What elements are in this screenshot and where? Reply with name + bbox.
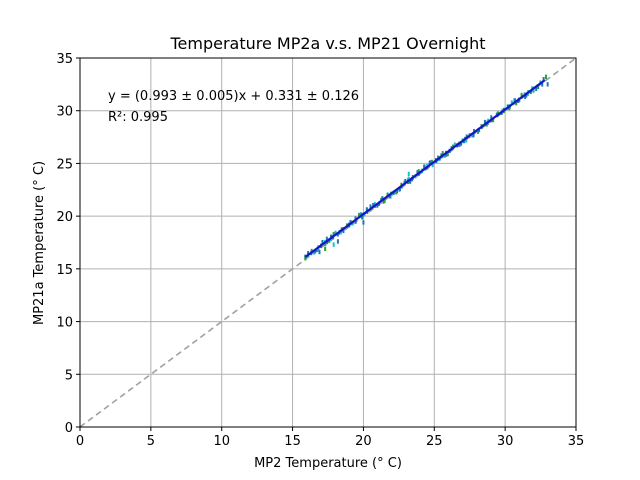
data-point xyxy=(365,207,368,212)
data-point xyxy=(407,171,410,177)
y-tick-label: 25 xyxy=(56,157,73,172)
x-axis-label: MP2 Temperature (° C) xyxy=(254,456,402,471)
x-tick-label: 20 xyxy=(355,434,372,449)
y-tick-label: 10 xyxy=(56,316,73,331)
data-point xyxy=(324,246,327,252)
fit-line xyxy=(304,79,546,258)
data-point xyxy=(398,186,401,192)
y-tick-label: 0 xyxy=(65,421,73,436)
x-tick-label: 30 xyxy=(497,434,514,449)
data-point xyxy=(332,231,335,237)
data-point xyxy=(446,151,449,157)
data-point xyxy=(545,74,548,80)
data-point xyxy=(334,230,337,236)
data-point xyxy=(520,92,523,98)
x-tick-label: 25 xyxy=(426,434,443,449)
data-point xyxy=(354,219,357,224)
data-point xyxy=(490,115,493,120)
y-tick-label: 35 xyxy=(56,52,73,67)
x-tick-label: 10 xyxy=(213,434,230,449)
data-point xyxy=(535,86,538,92)
y-axis-ticks: 0 5 10 15 20 25 30 35 xyxy=(56,52,80,436)
data-point xyxy=(389,194,392,199)
data-point xyxy=(429,160,432,165)
data-point xyxy=(541,82,544,87)
x-tick-label: 35 xyxy=(568,434,585,449)
data-point xyxy=(460,141,463,146)
data-point xyxy=(492,117,495,123)
x-tick-label: 0 xyxy=(76,434,84,449)
data-point xyxy=(336,239,339,244)
data-point xyxy=(349,219,352,225)
data-point xyxy=(515,100,518,106)
y-tick-label: 15 xyxy=(56,263,73,278)
data-point xyxy=(382,199,385,204)
data-point xyxy=(430,159,433,165)
data-point xyxy=(376,203,379,208)
data-point xyxy=(404,178,407,184)
data-point xyxy=(443,153,446,158)
plot-frame xyxy=(79,57,577,428)
data-point xyxy=(465,138,468,143)
data-point xyxy=(472,132,475,138)
data-point xyxy=(372,202,375,208)
data-point xyxy=(508,105,511,111)
y-tick-label: 5 xyxy=(65,368,73,383)
data-point xyxy=(381,196,384,201)
data-point xyxy=(485,122,488,127)
data-point xyxy=(304,256,307,261)
data-point xyxy=(542,77,545,82)
data-point xyxy=(362,220,365,225)
data-point xyxy=(453,142,456,147)
chart-title: Temperature MP2a v.s. MP21 Overnight xyxy=(169,34,485,53)
data-point xyxy=(407,176,410,182)
data-point xyxy=(416,170,419,175)
x-tick-label: 5 xyxy=(147,434,155,449)
fit-line-group xyxy=(304,79,546,258)
data-point xyxy=(332,242,335,247)
x-tick-label: 15 xyxy=(284,434,301,449)
x-axis-ticks: 0 5 10 15 20 25 30 35 xyxy=(76,427,584,449)
data-point xyxy=(546,82,549,87)
data-point xyxy=(510,100,513,105)
data-point xyxy=(325,236,328,242)
data-point xyxy=(383,198,386,203)
data-point xyxy=(373,202,376,207)
data-point xyxy=(395,190,398,195)
r-squared-annotation: R²: 0.995 xyxy=(108,110,168,125)
fit-equation-annotation: y = (0.993 ± 0.005)x + 0.331 ± 0.126 xyxy=(108,89,359,104)
data-point xyxy=(423,164,426,169)
grid-lines xyxy=(79,57,577,428)
data-point xyxy=(358,212,361,218)
data-point xyxy=(321,239,324,245)
data-point xyxy=(431,162,434,168)
y-tick-label: 20 xyxy=(56,210,73,225)
data-point xyxy=(441,151,444,156)
data-point xyxy=(316,247,319,253)
data-point xyxy=(513,98,516,103)
y-tick-label: 30 xyxy=(56,105,73,120)
data-point xyxy=(369,204,372,209)
data-point xyxy=(483,120,486,125)
data-point xyxy=(307,251,310,256)
data-point xyxy=(417,169,420,174)
data-point xyxy=(525,93,528,98)
data-point xyxy=(317,247,320,252)
y-axis-label: MP21a Temperature (° C) xyxy=(32,161,47,325)
data-point xyxy=(524,94,527,99)
data-point xyxy=(318,249,321,255)
data-point xyxy=(409,179,412,184)
